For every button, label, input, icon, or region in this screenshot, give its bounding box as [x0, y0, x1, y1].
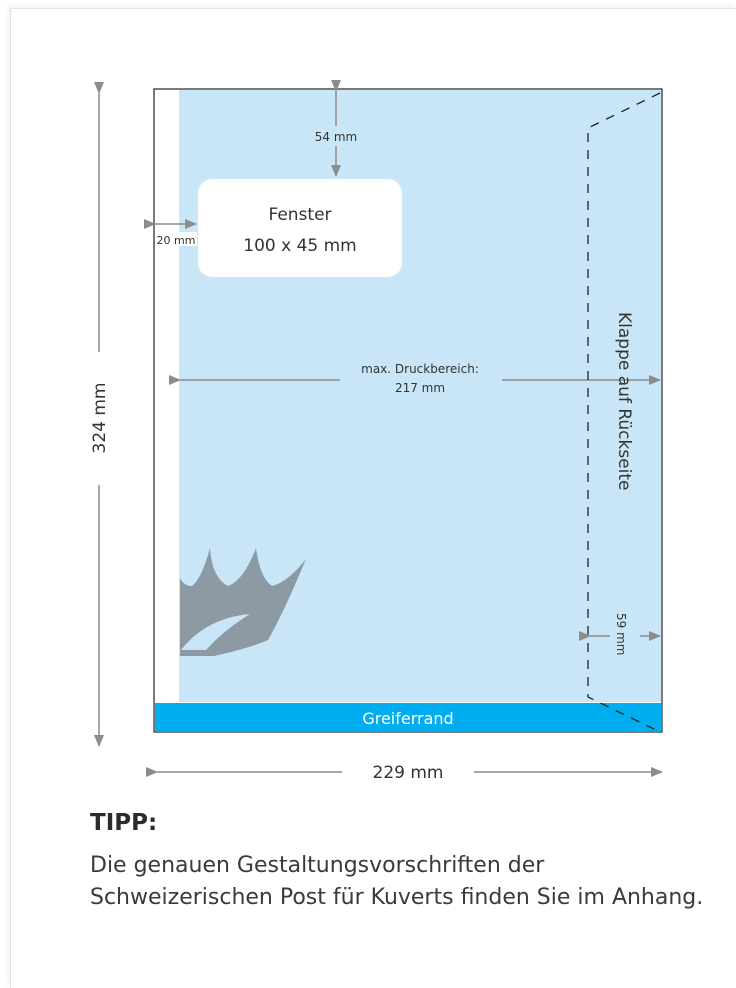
window-cutout — [198, 179, 402, 277]
tip-text: Die genauen Gestaltungsvorschriften der … — [90, 853, 704, 910]
print-area-label-size: 217 mm — [395, 381, 445, 395]
print-area-label-title: max. Druckbereich: — [361, 362, 479, 376]
height-label: 324 mm — [90, 383, 110, 454]
width-label: 229 mm — [373, 763, 444, 783]
flap-outline — [587, 92, 661, 733]
envelope-diagram: Greiferrand Fenster 100 x 45 mm 54 mm 20… — [90, 80, 663, 783]
window-label-title: Fenster — [268, 205, 331, 225]
gripper-label: Greiferrand — [362, 709, 453, 728]
top-margin-label: 54 mm — [315, 130, 357, 144]
flap-label: Klappe auf Rückseite — [614, 312, 634, 491]
window-label-size: 100 x 45 mm — [243, 236, 356, 256]
flap-width-label: 59 mm — [614, 613, 628, 655]
gripper-edge — [155, 703, 661, 731]
tip-heading: TIPP: — [90, 810, 158, 836]
crown-logo — [180, 548, 306, 656]
left-margin-label: 20 mm — [157, 234, 196, 247]
